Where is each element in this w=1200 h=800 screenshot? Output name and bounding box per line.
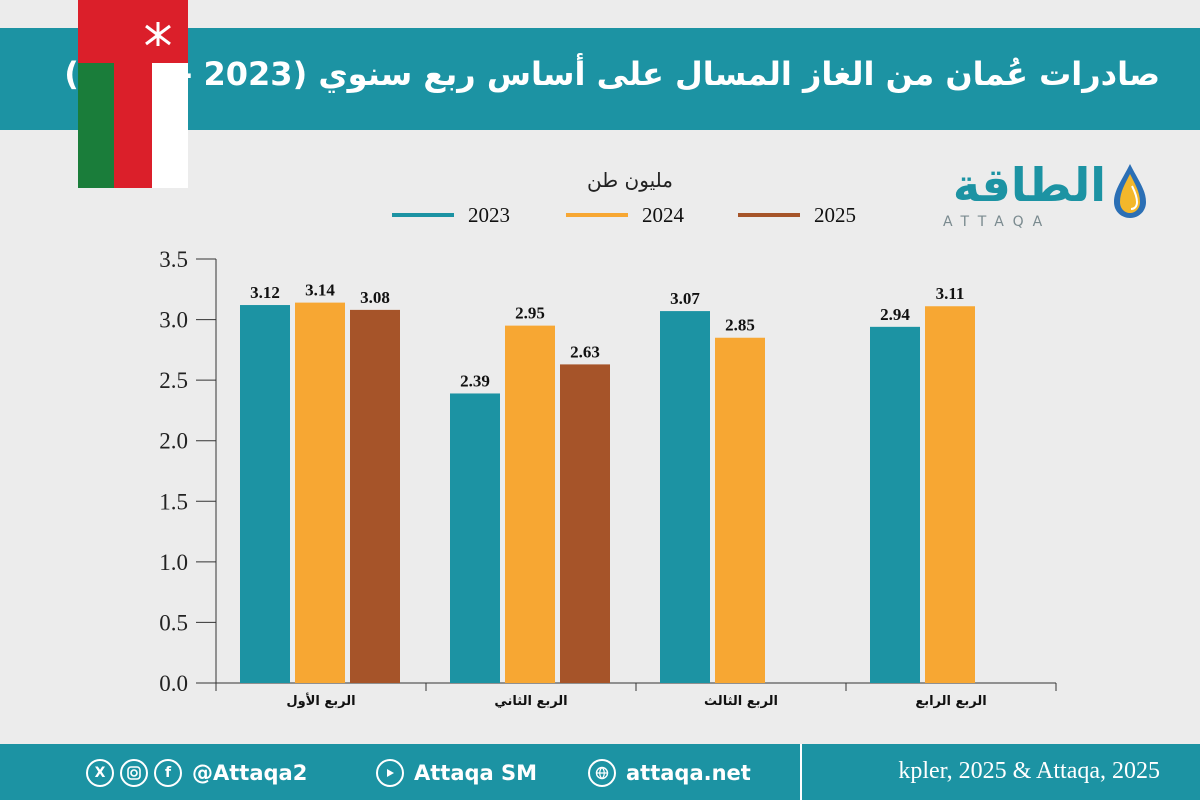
y-tick-label: 2.5	[159, 368, 188, 393]
data-label: 3.14	[305, 281, 335, 300]
bar-2025-q1	[350, 309, 400, 683]
data-label: 2.94	[880, 305, 910, 324]
bar-2023-q2	[450, 393, 500, 683]
chart-legend: 2023 2024 2025	[0, 200, 1200, 230]
footer: X f @Attaqa2 Attaqa SM attaqa.net kpler,…	[0, 744, 1200, 800]
instagram-icon[interactable]	[120, 759, 148, 787]
logo-subtext: ATTAQA	[943, 214, 1052, 230]
data-label: 2.85	[725, 316, 755, 335]
legend-item-2024: 2024	[566, 200, 684, 230]
website-group: attaqa.net	[588, 758, 751, 788]
title-bar	[0, 28, 1200, 130]
legend-label-2025: 2025	[814, 202, 856, 227]
bar-2024-q3	[715, 337, 765, 683]
social-handle-group: X f @Attaqa2	[86, 758, 307, 788]
data-label: 2.63	[570, 342, 600, 361]
data-label: 3.12	[250, 283, 280, 302]
data-label: 3.07	[670, 289, 700, 308]
data-label: 3.11	[936, 284, 965, 303]
data-label: 3.08	[360, 288, 390, 307]
youtube-channel[interactable]: Attaqa SM	[414, 761, 538, 785]
youtube-group: Attaqa SM	[376, 758, 537, 788]
y-tick-label: 1.5	[159, 489, 188, 514]
bar-2025-q2	[560, 364, 610, 683]
legend-label-2023: 2023	[468, 202, 510, 227]
youtube-icon[interactable]	[376, 759, 404, 787]
bar-2023-q4	[870, 326, 920, 683]
y-tick-label: 3.5	[159, 247, 188, 272]
y-tick-label: 0.0	[159, 671, 188, 696]
source-text: kpler, 2025 & Attaqa, 2025	[898, 758, 1160, 784]
y-tick-label: 1.0	[159, 550, 188, 575]
x-tick-label: الربع الرابع	[915, 694, 986, 709]
legend-swatch-2024	[566, 213, 628, 217]
bar-2023-q1	[240, 305, 290, 683]
bar-2024-q1	[295, 302, 345, 683]
legend-swatch-2025	[738, 213, 800, 217]
chart-unit-label: مليون طن	[587, 168, 673, 192]
bar-chart: 0.0 0.5 1.0 1.5 2.0 2.5 3.0 3.5 3.12 3.14 3.08 الرب…	[159, 247, 1057, 709]
y-tick-label: 0.5	[159, 610, 188, 635]
data-label: 2.39	[460, 371, 490, 390]
bar-2024-q4	[925, 306, 975, 683]
legend-item-2025: 2025	[738, 200, 856, 230]
y-tick-label: 2.0	[159, 429, 188, 454]
social-handle[interactable]: @Attaqa2	[192, 761, 308, 785]
drop-icon	[1114, 164, 1146, 218]
y-tick-label: 3.0	[159, 308, 188, 333]
logo-text: الطاقة	[952, 158, 1106, 212]
data-label: 2.95	[515, 304, 545, 323]
legend-swatch-2023	[392, 213, 454, 217]
footer-divider	[800, 744, 802, 800]
x-icon[interactable]: X	[86, 759, 114, 787]
globe-icon[interactable]	[588, 759, 616, 787]
attaqa-logo: الطاقة ATTAQA	[935, 158, 1150, 238]
bar-2023-q3	[660, 311, 710, 683]
oman-flag-icon	[78, 0, 188, 188]
bar-2024-q2	[505, 325, 555, 683]
legend-label-2024: 2024	[642, 202, 684, 227]
facebook-icon[interactable]: f	[154, 759, 182, 787]
x-tick-label: الربع الأول	[286, 692, 355, 709]
website-link[interactable]: attaqa.net	[626, 761, 751, 785]
x-tick-label: الربع الثاني	[494, 694, 567, 709]
legend-item-2023: 2023	[392, 200, 510, 230]
x-tick-label: الربع الثالث	[704, 694, 778, 709]
